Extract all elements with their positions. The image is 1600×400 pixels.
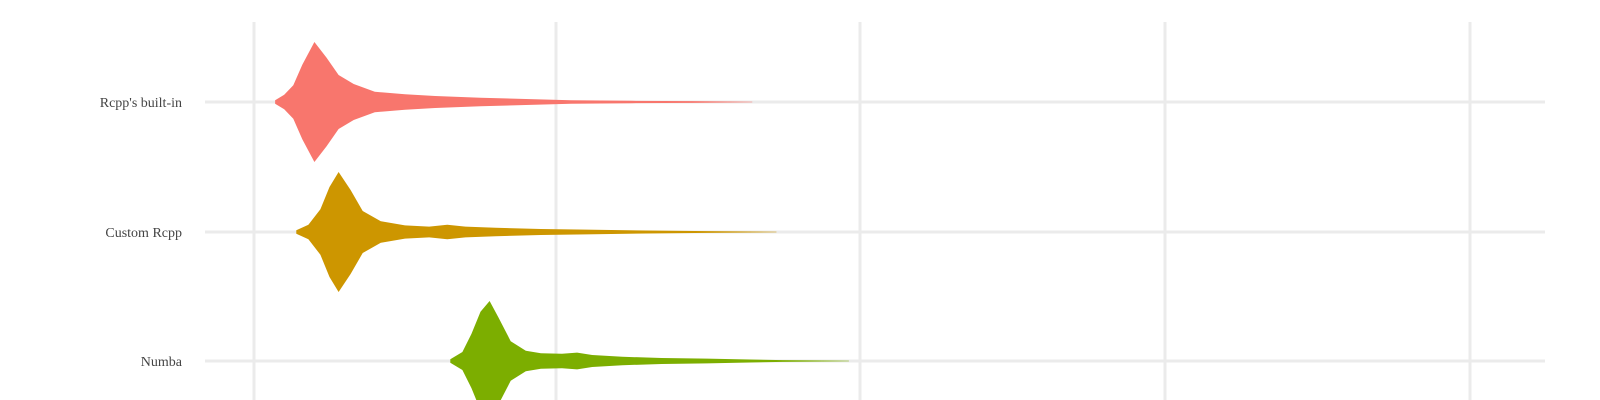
- violin-numba: [450, 301, 849, 400]
- violin-custom-rcpp: [296, 172, 777, 292]
- y-tick-label: Custom Rcpp: [105, 226, 182, 241]
- y-tick-label: Rcpp's built-in: [100, 96, 182, 111]
- y-tick-label: Numba: [141, 355, 183, 370]
- violin-rcpp-s-built-in: [275, 42, 753, 162]
